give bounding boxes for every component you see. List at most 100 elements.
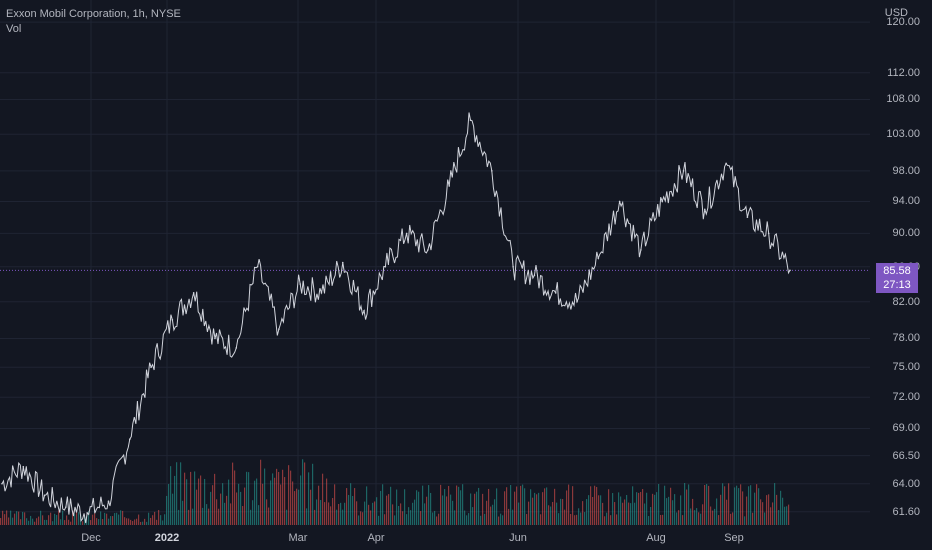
data-point	[1, 482, 3, 485]
volume-bar	[528, 501, 530, 525]
data-point	[86, 512, 88, 514]
volume-bar	[100, 511, 102, 525]
volume-bar	[346, 488, 348, 525]
data-point	[214, 337, 216, 340]
volume-bar	[536, 494, 538, 525]
data-point	[576, 300, 578, 303]
volume-bar	[540, 514, 542, 525]
volume-bar	[200, 475, 202, 525]
volume-bar	[126, 518, 128, 525]
volume-bar	[384, 514, 386, 525]
volume-bar	[690, 508, 692, 525]
volume-bar	[628, 502, 630, 525]
volume-indicator-label[interactable]: Vol	[6, 23, 22, 35]
volume-bar	[518, 502, 520, 525]
volume-bar	[498, 516, 500, 525]
volume-bar	[436, 516, 438, 525]
volume-bar	[244, 487, 246, 525]
volume-bar	[360, 511, 362, 525]
volume-bar	[46, 519, 48, 525]
volume-bar	[204, 478, 206, 525]
volume-bar	[526, 514, 528, 525]
volume-bar	[122, 510, 124, 525]
volume-bar	[348, 494, 350, 525]
volume-bar	[674, 494, 676, 525]
volume-bar	[434, 510, 436, 525]
x-tick-label: 2022	[154, 532, 180, 544]
volume-bar	[82, 521, 84, 525]
volume-bar	[608, 489, 610, 525]
volume-bar	[184, 472, 186, 525]
volume-bar	[218, 508, 220, 525]
volume-bar	[60, 519, 62, 525]
volume-bar	[16, 511, 18, 525]
volume-bar	[164, 514, 166, 525]
volume-bar	[34, 521, 36, 525]
volume-bar	[422, 485, 424, 525]
volume-bar	[760, 499, 762, 525]
volume-bar	[96, 518, 98, 525]
volume-bar	[696, 508, 698, 525]
volume-bar	[24, 512, 26, 525]
volume-bar	[462, 484, 464, 525]
volume-bar	[6, 510, 8, 525]
volume-bar	[464, 510, 466, 525]
volume-bar	[328, 502, 330, 525]
volume-bar	[546, 487, 548, 525]
volume-bar	[640, 491, 642, 525]
volume-bar	[762, 502, 764, 525]
volume-bar	[718, 515, 720, 525]
volume-bar	[290, 470, 292, 525]
volume-bar	[778, 510, 780, 525]
bar-countdown: 27:13	[883, 279, 911, 291]
volume-bar	[764, 512, 766, 525]
volume-bar	[356, 501, 358, 525]
volume-bar	[428, 485, 430, 525]
volume-bar	[102, 519, 104, 525]
volume-bar	[206, 504, 208, 525]
volume-bar	[612, 493, 614, 525]
volume-bar	[26, 518, 28, 525]
volume-bar	[30, 515, 32, 525]
current-price-value: 85.58	[883, 265, 911, 277]
volume-bar	[586, 499, 588, 525]
volume-bar	[338, 503, 340, 525]
data-point	[640, 249, 642, 251]
volume-bar	[222, 483, 224, 525]
currency-label[interactable]: USD	[884, 7, 908, 19]
volume-bar	[336, 509, 338, 525]
volume-bar	[742, 491, 744, 525]
volume-bar	[722, 483, 724, 525]
volume-bar	[276, 468, 278, 525]
volume-bar	[532, 497, 534, 525]
volume-bar	[672, 500, 674, 525]
volume-bar	[182, 500, 184, 525]
volume-bar	[88, 511, 90, 525]
volume-bar	[658, 484, 660, 525]
volume-bar	[238, 483, 240, 525]
volume-bar	[320, 500, 322, 525]
volume-bar	[776, 494, 778, 525]
volume-bar	[254, 480, 256, 525]
volume-bar	[404, 489, 406, 525]
volume-bar	[530, 489, 532, 525]
volume-bar	[682, 515, 684, 525]
volume-bar	[148, 512, 150, 525]
volume-bar	[266, 499, 268, 525]
volume-bar	[22, 511, 24, 525]
volume-bar	[740, 484, 742, 525]
volume-bar	[304, 462, 306, 525]
volume-bar	[554, 488, 556, 525]
volume-bar	[76, 511, 78, 525]
volume-bar	[150, 517, 152, 525]
volume-bar	[326, 478, 328, 525]
volume-bar	[710, 506, 712, 525]
volume-bar	[768, 494, 770, 525]
volume-bar	[342, 509, 344, 525]
volume-bar	[576, 514, 578, 525]
volume-bar	[176, 462, 178, 525]
volume-bar	[44, 519, 46, 525]
volume-bar	[294, 491, 296, 525]
volume-bar	[424, 503, 426, 525]
